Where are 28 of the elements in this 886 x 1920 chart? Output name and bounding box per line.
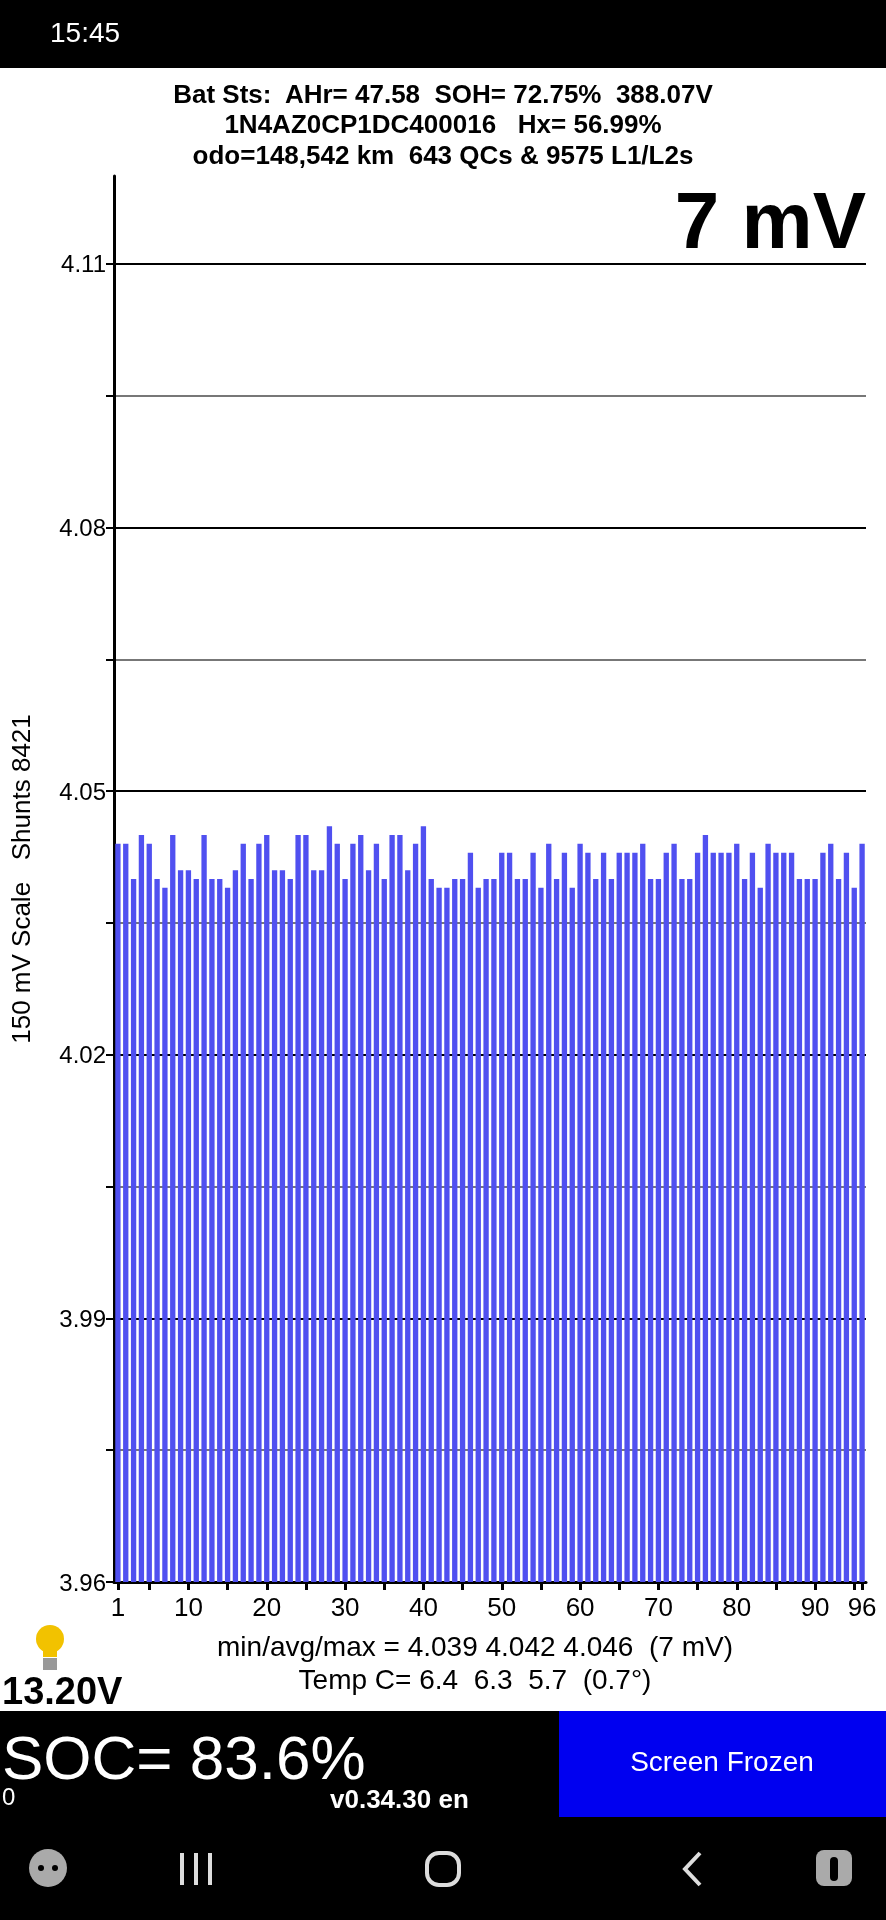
x-tick-label: 50 [487, 1592, 517, 1622]
y-tick-label: 4.05 [59, 777, 106, 805]
chart-subtitle: 1N4AZ0CP1DC400016 Hx= 56.99% [224, 109, 662, 139]
x-tick-label: 70 [643, 1592, 673, 1622]
y-tick-label: 4.11 [61, 250, 106, 278]
text: Screen Frozen [630, 1745, 814, 1777]
text: Temp C= 6.4 6.3 5.7 (0.7°) [298, 1663, 652, 1695]
x-tick-label: 20 [252, 1592, 282, 1622]
text: 13.20V [2, 1670, 124, 1712]
x-tick-label: 30 [330, 1592, 360, 1622]
x-tick-label: 1 [110, 1592, 126, 1622]
y-axis-title: 150 mV Scale Shunts 8421 [6, 714, 36, 1044]
y-tick-label: 3.99 [59, 1304, 106, 1332]
x-tick-label: 60 [565, 1592, 595, 1622]
x-tick-label: 40 [408, 1592, 438, 1622]
annotation: 7 mV [674, 175, 866, 265]
text: min/avg/max = 4.039 4.042 4.046 (7 mV) [217, 1630, 733, 1662]
x-tick-label: 10 [173, 1592, 203, 1622]
x-tick-label: 80 [722, 1592, 752, 1622]
y-tick-label: 3.96 [59, 1568, 106, 1596]
x-tick-label: 96 [847, 1592, 877, 1622]
y-tick-label: 4.02 [59, 1041, 106, 1069]
chart-title: Bat Sts: AHr= 47.58 SOH= 72.75% 388.07V [173, 79, 714, 109]
text: odo=148,542 km 643 QCs & 9575 L1/L2s [192, 140, 694, 170]
text: 15:45 [50, 16, 121, 48]
x-tick-label: 90 [800, 1592, 830, 1622]
text: v0.34.30 en [330, 1784, 469, 1814]
y-tick-label: 4.08 [59, 514, 106, 541]
